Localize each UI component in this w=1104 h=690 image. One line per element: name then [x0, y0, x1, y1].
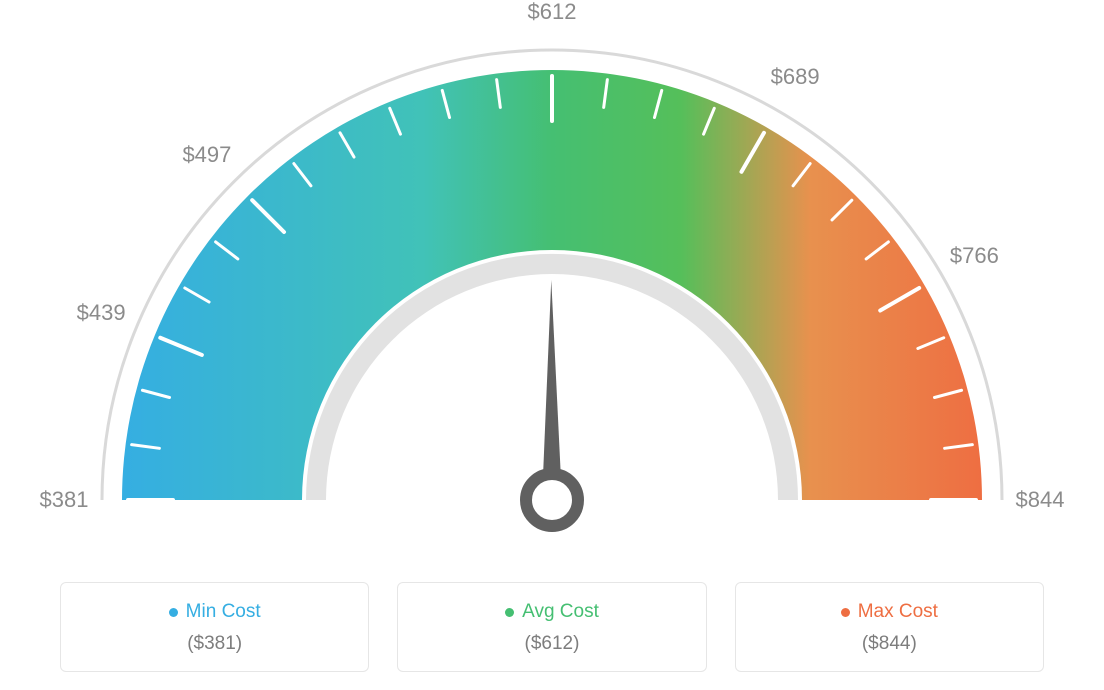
gauge-tick-label: $766: [950, 243, 999, 269]
cost-gauge-chart: $381 $439 $497 $612 $689 $766 $844 Min Cost ($…: [0, 0, 1104, 690]
gauge-tick-label: $497: [182, 142, 231, 168]
legend-title-avg: Avg Cost: [505, 601, 599, 623]
legend-card-max: Max Cost ($844): [735, 582, 1044, 672]
gauge-svg: [0, 0, 1104, 560]
legend-card-min: Min Cost ($381): [60, 582, 369, 672]
gauge-tick-label: $439: [77, 300, 126, 326]
gauge-tick-label: $381: [40, 487, 89, 513]
dot-icon: [841, 608, 850, 617]
dot-icon: [169, 608, 178, 617]
legend-row: Min Cost ($381) Avg Cost ($612) Max Cost…: [60, 582, 1044, 672]
legend-title-max: Max Cost: [841, 601, 938, 623]
gauge-tick-label: $844: [1016, 487, 1065, 513]
gauge-tick-label: $689: [771, 64, 820, 90]
legend-label-max: Max Cost: [858, 601, 938, 623]
legend-label-min: Min Cost: [186, 601, 261, 623]
legend-value-min: ($381): [71, 633, 358, 655]
gauge-tick-label: $612: [528, 0, 577, 25]
dot-icon: [505, 608, 514, 617]
gauge-area: $381 $439 $497 $612 $689 $766 $844: [0, 0, 1104, 560]
legend-title-min: Min Cost: [169, 601, 261, 623]
legend-card-avg: Avg Cost ($612): [397, 582, 706, 672]
legend-label-avg: Avg Cost: [522, 601, 599, 623]
legend-value-avg: ($612): [408, 633, 695, 655]
legend-value-max: ($844): [746, 633, 1033, 655]
